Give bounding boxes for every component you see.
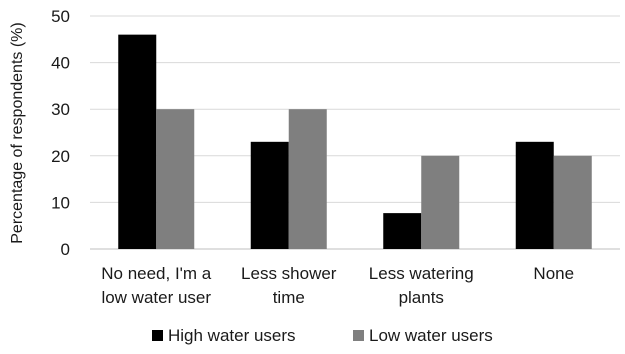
y-tick-label: 20: [51, 147, 70, 166]
y-tick-label: 10: [51, 193, 70, 212]
x-category-label-line: None: [533, 264, 574, 283]
y-axis-title: Percentage of respondents (%): [9, 22, 26, 243]
x-category-label: Less shower time: [241, 264, 337, 307]
y-tick-label: 30: [51, 100, 70, 119]
y-tick-label: 0: [61, 240, 70, 259]
bars: [118, 34, 592, 249]
legend-label-high: High water users: [168, 326, 296, 345]
legend: High water users Low water users: [152, 326, 493, 345]
x-category-label-line: plants: [399, 288, 444, 307]
x-category-label-line: Less shower: [241, 264, 337, 283]
y-tick-label: 40: [51, 54, 70, 73]
x-category-label-line: Less watering: [369, 264, 474, 283]
bar-high-0: [118, 34, 157, 249]
legend-label-low: Low water users: [369, 326, 493, 345]
x-category-label-line: time: [273, 288, 305, 307]
x-category-label: No need, I'm a low water user: [101, 264, 212, 307]
x-category-label: None: [533, 264, 574, 283]
x-category-label-line: low water user: [101, 288, 211, 307]
x-category-label: Less watering plants: [369, 264, 474, 307]
bar-high-2: [383, 213, 422, 249]
bar-low-2: [421, 155, 460, 249]
bar-low-1: [288, 109, 327, 249]
legend-swatch-low: [353, 330, 364, 341]
y-tick-label: 50: [51, 7, 70, 26]
bar-high-1: [250, 141, 289, 249]
y-axis-tick-labels: 0 10 20 30 40 50: [51, 7, 70, 259]
legend-swatch-high: [152, 330, 163, 341]
x-category-label-line: No need, I'm a: [101, 264, 212, 283]
bar-low-3: [553, 155, 592, 249]
bar-low-0: [156, 109, 195, 249]
x-axis-category-labels: No need, I'm a low water user Less shower t…: [101, 264, 574, 307]
bar-high-3: [515, 141, 554, 249]
